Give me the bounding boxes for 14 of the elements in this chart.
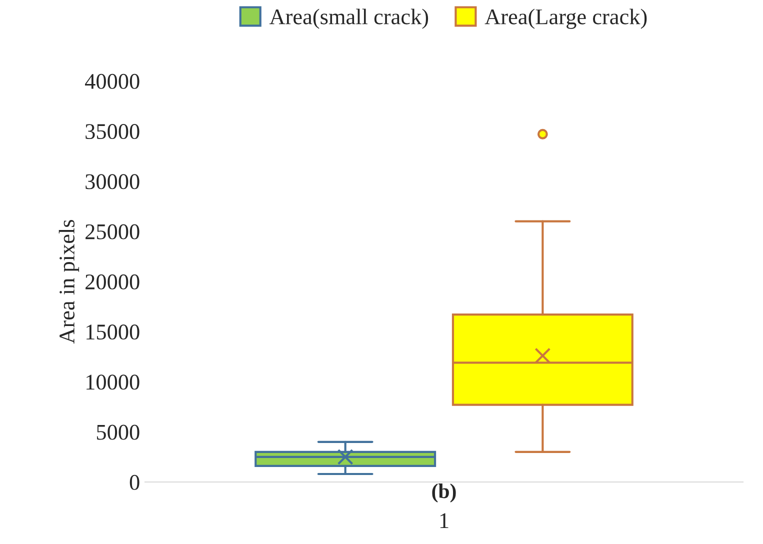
- y-tick-label: 10000: [86, 374, 140, 390]
- text: (b): [432, 484, 456, 502]
- legend-label: Area(Large crack): [484, 8, 647, 29]
- y-tick-label: 35000: [86, 124, 140, 140]
- y-tick-label: 5000: [96, 424, 140, 440]
- x-tick-label: 1: [440, 513, 448, 528]
- y-tick-label: 20000: [86, 274, 140, 290]
- y-tick-label: 15000: [86, 324, 140, 340]
- y-tick-label: 0: [130, 474, 140, 490]
- y-tick-label: 40000: [85, 74, 140, 89]
- legend-label: Area(small crack): [269, 8, 428, 29]
- y-tick-label: 25000: [86, 224, 140, 240]
- y-axis-title: Area in pixels: [58, 220, 80, 344]
- y-tick-label: 30000: [86, 174, 140, 190]
